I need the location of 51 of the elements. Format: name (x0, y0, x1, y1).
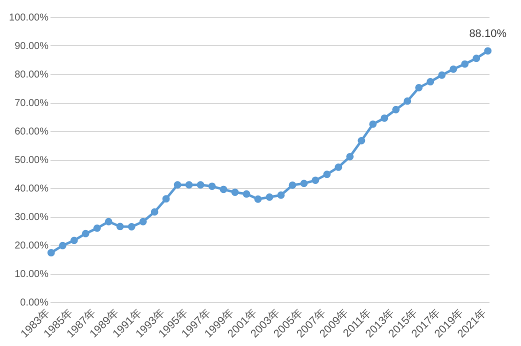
point (472, 54, 480, 62)
point (484, 47, 492, 55)
point (323, 170, 331, 178)
point (369, 120, 377, 128)
point (288, 181, 296, 189)
point (162, 195, 170, 203)
point (82, 230, 90, 238)
point (380, 114, 388, 122)
y-tick-label: 0.00% (20, 298, 49, 308)
point (70, 236, 78, 244)
point (208, 182, 216, 190)
y-tick-label: 100.00% (9, 12, 49, 24)
y-tick-label: 30.00% (14, 212, 49, 223)
point (174, 181, 182, 189)
point (334, 163, 342, 171)
point (266, 193, 274, 201)
y-tick-label: 50.00% (14, 155, 49, 166)
point (426, 78, 434, 86)
point (242, 190, 250, 198)
point (438, 71, 446, 79)
y-tick-label: 80.00% (14, 70, 49, 80)
point (93, 224, 101, 232)
point (404, 97, 412, 105)
point (300, 180, 308, 188)
point (47, 248, 55, 256)
point (254, 195, 262, 203)
point (346, 152, 354, 160)
point (196, 181, 204, 189)
y-tick-label: 20.00% (14, 240, 49, 252)
annotation: 88.10% (469, 28, 507, 40)
point (461, 60, 469, 68)
y-tick-label: 40.00% (14, 184, 49, 194)
y-tick-label: 70.00% (14, 98, 49, 109)
point (58, 242, 66, 250)
point (392, 106, 400, 114)
point (312, 176, 320, 184)
y-tick-label: 60.00% (14, 126, 49, 138)
point (231, 188, 239, 196)
y-tick-label: 10.00% (14, 269, 49, 280)
point (150, 208, 158, 216)
point (220, 186, 228, 194)
y-tick-label: 90.00% (14, 41, 49, 52)
point (277, 191, 285, 199)
point (116, 222, 124, 230)
point (415, 84, 423, 92)
point (450, 65, 458, 73)
point (128, 223, 136, 230)
point (104, 218, 112, 226)
point (139, 218, 147, 226)
point (358, 136, 366, 144)
point (185, 181, 193, 189)
